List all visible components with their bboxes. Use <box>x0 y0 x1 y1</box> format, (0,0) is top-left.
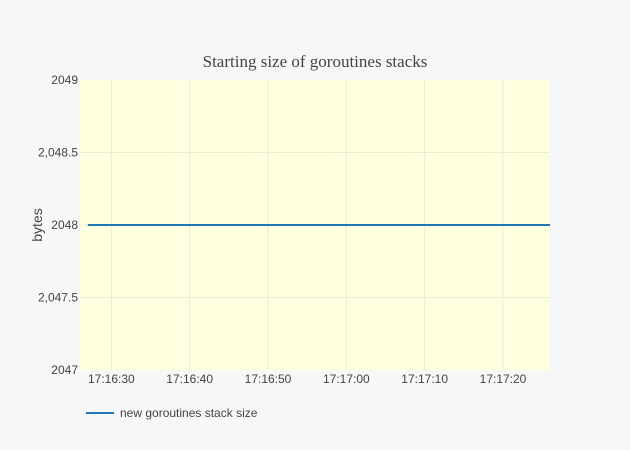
y-tick-label: 2049 <box>51 73 78 87</box>
legend-label: new goroutines stack size <box>120 406 258 420</box>
y-tick-label: 2,048.5 <box>38 146 78 160</box>
x-tick-label: 17:16:30 <box>88 372 135 386</box>
y-axis-title: bytes <box>29 208 45 241</box>
x-tick-label: 17:16:50 <box>245 372 292 386</box>
y-tick-label: 2,047.5 <box>38 291 78 305</box>
legend: new goroutines stack size <box>86 406 258 420</box>
y-tick-label: 2048 <box>51 218 78 232</box>
x-tick-label: 17:17:10 <box>401 372 448 386</box>
y-tick-labels: 2047 2,047.5 2048 2,048.5 2049 <box>38 73 78 377</box>
x-tick-label: 17:17:00 <box>323 372 370 386</box>
x-tick-label: 17:16:40 <box>166 372 213 386</box>
x-tick-label: 17:17:20 <box>480 372 527 386</box>
x-tick-labels: 17:16:30 17:16:40 17:16:50 17:17:00 17:17:10… <box>88 372 527 386</box>
chart-title: Starting size of goroutines stacks <box>203 52 428 71</box>
y-tick-label: 2047 <box>51 363 78 377</box>
